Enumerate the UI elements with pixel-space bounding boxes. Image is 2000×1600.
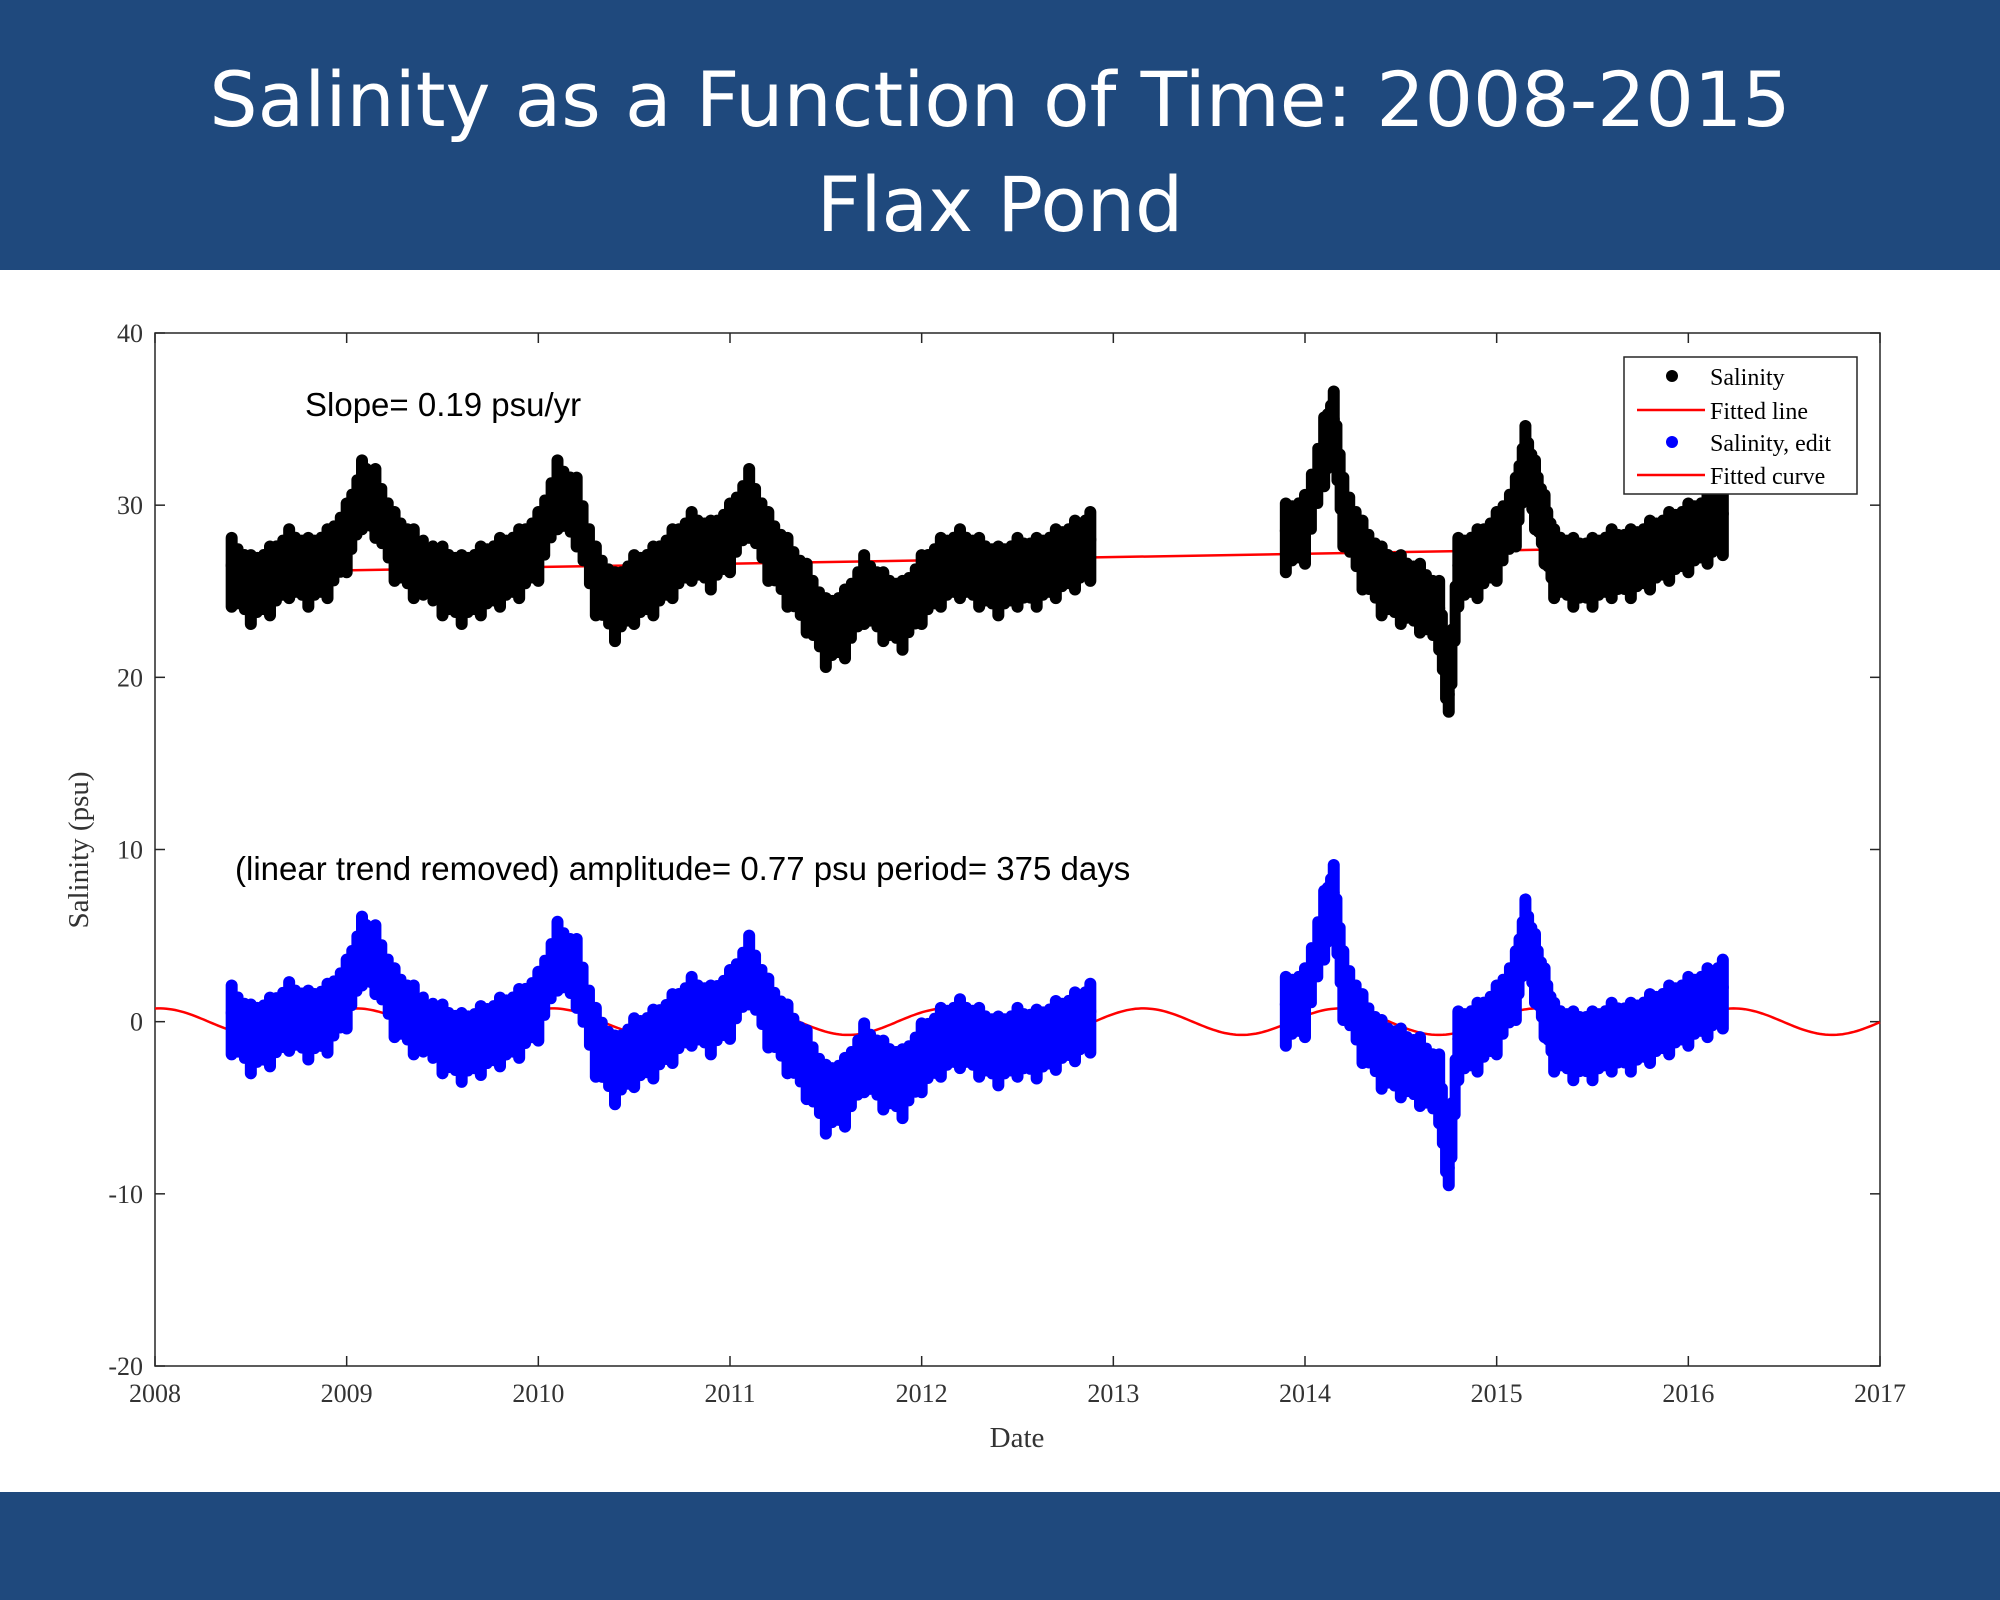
data-point — [407, 1007, 420, 1020]
legend: Salinity Fitted line Salinity, edit Fitt… — [1623, 356, 1858, 495]
legend-label-salinity: Salinity — [1710, 365, 1785, 391]
x-tick-label: 2017 — [1854, 1379, 1906, 1408]
legend-marker-salinity — [1666, 370, 1678, 382]
data-point — [1084, 1005, 1097, 1018]
chart-title-line-1: Salinity as a Function of Time: 2008-201… — [209, 55, 1791, 144]
trend-annotation: (linear trend removed) amplitude= 0.77 p… — [235, 850, 1130, 887]
y-tick-label: 0 — [130, 1008, 143, 1037]
slope-annotation: Slope= 0.19 psu/yr — [305, 386, 581, 423]
title-banner: Salinity as a Function of Time: 2008-201… — [0, 0, 2000, 270]
x-tick-label: 2008 — [129, 1379, 181, 1408]
x-tick-label: 2016 — [1662, 1379, 1714, 1408]
x-tick-label: 2013 — [1087, 1379, 1139, 1408]
y-tick-label: -10 — [108, 1180, 143, 1209]
legend-label-fitted-curve: Fitted curve — [1710, 464, 1825, 490]
x-tick-label: 2009 — [321, 1379, 373, 1408]
legend-label-fitted-line: Fitted line — [1710, 399, 1808, 425]
x-tick-label: 2012 — [896, 1379, 948, 1408]
salinity-series — [225, 385, 1729, 718]
x-axis-ticks: 2008 2009 2010 2011 2012 2013 2014 2015 2016 2017 — [129, 333, 1906, 1408]
data-point — [1716, 981, 1729, 994]
x-tick-label: 2014 — [1279, 1379, 1331, 1408]
y-tick-label: -20 — [108, 1352, 143, 1381]
legend-marker-salinity-edit — [1666, 436, 1678, 448]
legend-label-salinity-edit: Salinity, edit — [1710, 431, 1831, 457]
salinity-edit-series — [225, 858, 1729, 1192]
y-tick-label: 30 — [117, 491, 143, 520]
data-point — [1084, 533, 1097, 546]
y-tick-label: 10 — [117, 836, 143, 865]
y-tick-label: 20 — [117, 663, 143, 692]
salinity-chart: 2008 2009 2010 2011 2012 2013 2014 2015 2016 2017… — [63, 319, 1906, 1454]
data-point — [1442, 688, 1455, 701]
legend-box — [1623, 356, 1858, 495]
x-tick-label: 2015 — [1471, 1379, 1523, 1408]
footer-banner — [0, 1492, 2000, 1600]
data-point — [407, 550, 420, 563]
y-axis-label: Salinity (psu) — [63, 771, 95, 928]
data-point — [1442, 1162, 1455, 1175]
chart-title-line-2: Flax Pond — [816, 160, 1184, 249]
x-tick-label: 2011 — [704, 1379, 755, 1408]
data-point — [1716, 507, 1729, 520]
x-tick-label: 2010 — [512, 1379, 564, 1408]
y-tick-label: 40 — [117, 319, 143, 348]
x-axis-label: Date — [990, 1422, 1045, 1454]
